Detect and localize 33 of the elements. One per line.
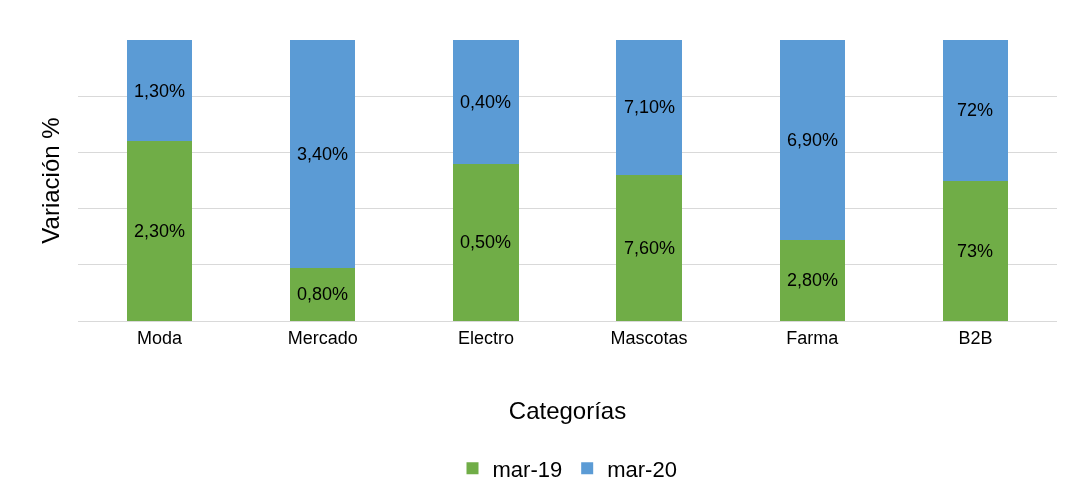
annotation: 1,30% — [134, 81, 186, 101]
annotation: 72% — [957, 100, 994, 120]
x-tick-label: Electro — [457, 327, 514, 348]
bar — [616, 174, 682, 321]
x-axis-title: Categorías — [508, 396, 627, 424]
x-tick-label: Mascotas — [610, 327, 688, 348]
annotation: 7,60% — [624, 238, 676, 258]
annotation: 0,40% — [460, 92, 512, 112]
annotation: 2,80% — [787, 270, 839, 290]
legend-label: mar-20 — [607, 456, 677, 482]
bar — [942, 40, 1009, 181]
annotation: 73% — [957, 241, 994, 261]
annotation: 0,80% — [297, 284, 349, 304]
x-tick-label: Farma — [786, 327, 840, 348]
annotation: 0,50% — [460, 232, 512, 252]
x-tick-label: Mercado — [287, 327, 358, 348]
bar — [453, 163, 519, 321]
bar — [779, 239, 845, 321]
x-tick-label: Moda — [137, 327, 184, 348]
bar — [779, 40, 845, 240]
bar — [942, 180, 1009, 321]
bar — [290, 40, 356, 268]
annotation: 6,90% — [787, 130, 839, 150]
annotation: 3,40% — [297, 144, 349, 164]
annotation: 2,30% — [134, 221, 186, 241]
bar — [126, 40, 193, 142]
x-tick-label: B2B — [958, 327, 993, 348]
bar — [126, 141, 193, 321]
bar — [616, 40, 682, 175]
y-axis-title: Variación % — [37, 117, 65, 244]
legend-label: mar-19 — [492, 456, 563, 482]
annotation: 7,10% — [624, 97, 676, 117]
bar — [453, 40, 519, 164]
